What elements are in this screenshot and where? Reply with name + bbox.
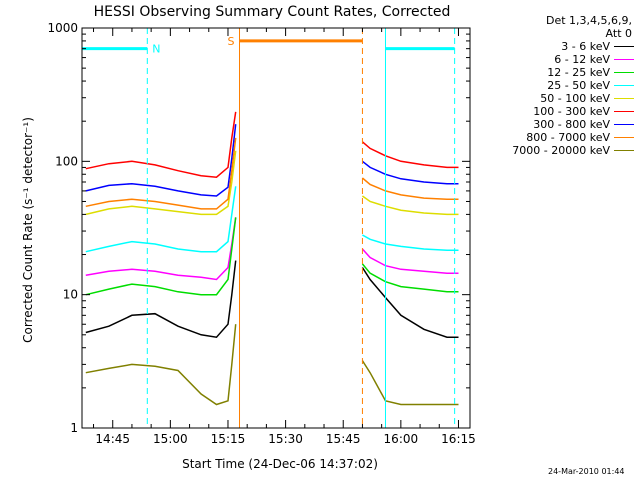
legend-swatch bbox=[614, 59, 634, 60]
legend-item: 6 - 12 keV bbox=[488, 53, 634, 66]
chart-title: HESSI Observing Summary Count Rates, Cor… bbox=[94, 4, 451, 20]
legend-label: 3 - 6 keV bbox=[561, 40, 610, 53]
series-line-7-1 bbox=[361, 177, 459, 200]
x-tick-label: 14:45 bbox=[95, 432, 130, 446]
x-tick-label: 15:45 bbox=[326, 432, 361, 446]
footer-date: 24-Mar-2010 01:44 bbox=[548, 467, 625, 476]
x-tick-label: 15:00 bbox=[153, 432, 188, 446]
legend-swatch bbox=[614, 150, 634, 151]
series-line-2-0 bbox=[85, 217, 237, 296]
legend-swatch bbox=[614, 85, 634, 86]
legend-swatch bbox=[614, 137, 634, 138]
y-tick-label: 1 bbox=[70, 421, 78, 435]
series-line-0-0 bbox=[85, 260, 237, 339]
series-line-5-1 bbox=[361, 141, 459, 169]
legend-item: 12 - 25 keV bbox=[488, 66, 634, 79]
x-tick-label: 15:30 bbox=[268, 432, 303, 446]
legend-item: 3 - 6 keV bbox=[488, 40, 634, 53]
legend: Det 1,3,4,5,6,9, Att 0 3 - 6 keV 6 - 12 k… bbox=[488, 14, 634, 157]
legend-item: 25 - 50 keV bbox=[488, 79, 634, 92]
x-tick-label: 16:15 bbox=[441, 432, 476, 446]
legend-label: 25 - 50 keV bbox=[547, 79, 610, 92]
series-line-2-1 bbox=[361, 263, 459, 293]
series-line-6-1 bbox=[361, 160, 459, 185]
axes-layer: 1 10 100 1000 14:45 15:00 15:15 15:30 15:45 16:00… bbox=[47, 21, 475, 446]
x-tick-label: 15:15 bbox=[211, 432, 246, 446]
annotation-layer: NS bbox=[82, 28, 456, 428]
legend-swatch bbox=[614, 111, 634, 112]
series-line-3-0 bbox=[85, 186, 237, 253]
series-line-4-0 bbox=[85, 150, 237, 216]
series-line-5-0 bbox=[85, 111, 237, 178]
series-line-8-1 bbox=[361, 360, 459, 406]
legend-item: 300 - 800 keV bbox=[488, 118, 634, 131]
legend-item: 7000 - 20000 keV bbox=[488, 144, 634, 157]
series-line-4-1 bbox=[361, 195, 459, 216]
annotation-label: N bbox=[152, 43, 160, 56]
y-axis-label: Corrected Count Rate (s⁻¹ detector⁻¹) bbox=[21, 117, 35, 343]
series-line-3-1 bbox=[362, 234, 459, 252]
legend-item: 100 - 300 keV bbox=[488, 105, 634, 118]
y-tick-label: 1000 bbox=[47, 21, 78, 35]
legend-item: 50 - 100 keV bbox=[488, 92, 634, 105]
series-line-1-1 bbox=[361, 248, 459, 274]
legend-label: 300 - 800 keV bbox=[533, 118, 610, 131]
series-line-0-1 bbox=[361, 267, 459, 338]
series-line-1-0 bbox=[85, 217, 237, 281]
plot-frame bbox=[81, 27, 471, 429]
series-line-7-0 bbox=[85, 137, 237, 210]
y-tick-label: 100 bbox=[55, 154, 78, 168]
legend-title-line-2: Att 0 bbox=[605, 27, 632, 40]
legend-label: 7000 - 20000 keV bbox=[512, 144, 610, 157]
x-axis-label: Start Time (24-Dec-06 14:37:02) bbox=[182, 457, 378, 471]
series-line-8-0 bbox=[85, 324, 237, 406]
x-tick-label: 16:00 bbox=[384, 432, 419, 446]
legend-swatch bbox=[614, 98, 634, 99]
annotation-label: S bbox=[228, 35, 235, 48]
y-tick-label: 10 bbox=[63, 288, 78, 302]
legend-title-line-1: Det 1,3,4,5,6,9, bbox=[545, 14, 632, 27]
legend-item: 800 - 7000 keV bbox=[488, 131, 634, 144]
legend-swatch bbox=[614, 72, 634, 73]
legend-swatch bbox=[614, 124, 634, 125]
legend-label: 50 - 100 keV bbox=[540, 92, 610, 105]
legend-swatch bbox=[614, 46, 634, 47]
legend-label: 12 - 25 keV bbox=[547, 66, 610, 79]
legend-label: 800 - 7000 keV bbox=[526, 131, 610, 144]
legend-label: 6 - 12 keV bbox=[554, 53, 610, 66]
series-layer bbox=[85, 111, 459, 406]
legend-label: 100 - 300 keV bbox=[533, 105, 610, 118]
series-line-6-0 bbox=[85, 124, 237, 197]
